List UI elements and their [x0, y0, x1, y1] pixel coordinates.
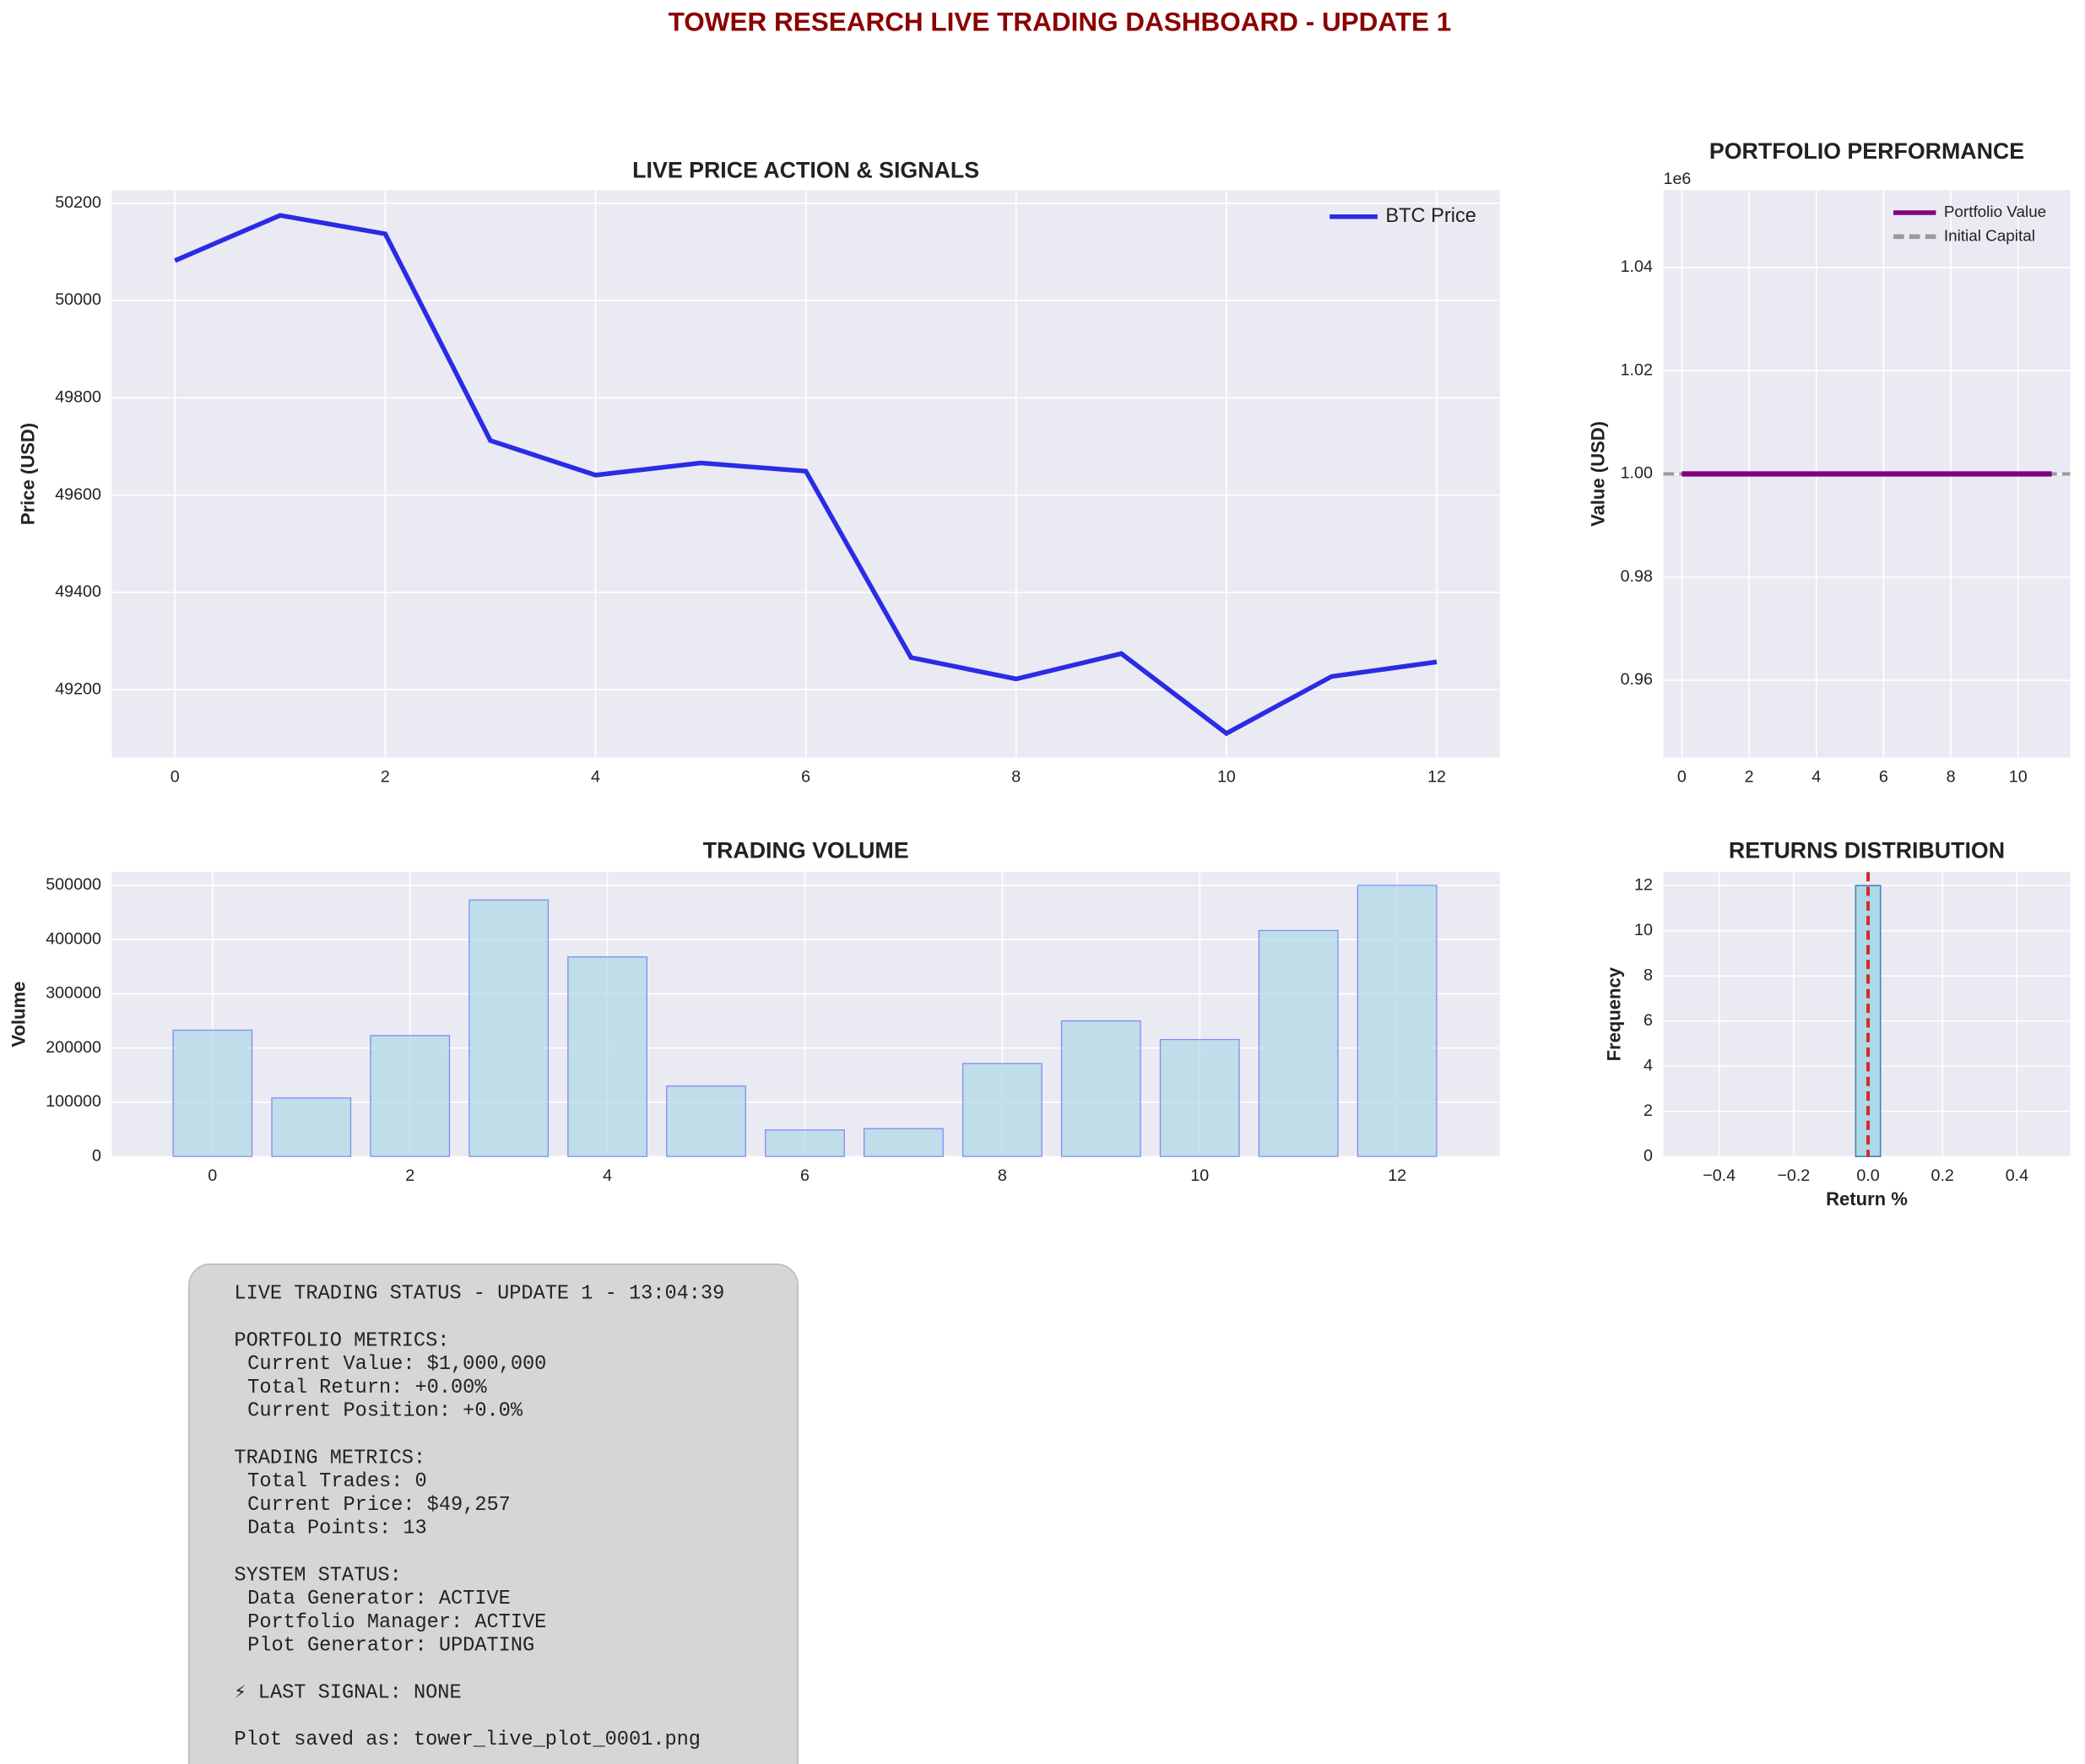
y-tick-label: 200000 [46, 1038, 101, 1057]
x-tick-label: 0.2 [1931, 1166, 1954, 1185]
status-line: Total Trades: 0 [247, 1470, 427, 1493]
x-tick-label: 8 [998, 1166, 1007, 1185]
x-tick-label: 10 [2009, 768, 2028, 787]
x-tick-label: 2 [381, 768, 390, 787]
status-line: Plot Generator: UPDATING [247, 1635, 534, 1658]
x-tick-label: 4 [1812, 768, 1821, 787]
chart-title: RETURNS DISTRIBUTION [1729, 838, 2005, 863]
x-tick-label: 6 [1879, 768, 1888, 787]
x-tick-label: 0 [208, 1166, 217, 1185]
x-tick-label: 8 [1947, 768, 1956, 787]
status-line: Data Generator: ACTIVE [247, 1588, 511, 1610]
x-tick-label: 12 [1388, 1166, 1406, 1185]
volume-bar [1357, 885, 1438, 1157]
status-line: Portfolio Manager: ACTIVE [247, 1611, 546, 1634]
y-tick-label: 49800 [55, 387, 101, 406]
y-axis-label: Value (USD) [1588, 421, 1609, 527]
y-tick-label: 10 [1634, 921, 1653, 939]
status-line: Current Position: +0.0% [247, 1400, 523, 1423]
y-tick-label: 1.04 [1621, 257, 1653, 276]
y-tick-label: 500000 [46, 875, 101, 894]
y-tick-label: 0 [92, 1146, 101, 1165]
y-tick-label: 0 [1644, 1146, 1653, 1165]
x-tick-label: 0 [1677, 768, 1687, 787]
y-tick-label: 1.02 [1621, 360, 1653, 379]
legend-label: BTC Price [1385, 205, 1476, 227]
status-line: ⚡ LAST SIGNAL: NONE [234, 1681, 461, 1704]
legend-label: Portfolio Value [1944, 203, 2046, 221]
chart-title: PORTFOLIO PERFORMANCE [1709, 138, 2024, 164]
volume-bar [961, 1063, 1042, 1157]
y-tick-label: 0.96 [1621, 670, 1653, 689]
y-tick-label: 4 [1644, 1056, 1653, 1074]
status-line: TRADING METRICS: [234, 1447, 425, 1469]
y-tick-label: 400000 [46, 929, 101, 948]
y-tick-label: 49600 [55, 485, 101, 504]
status-line: Total Return: +0.00% [247, 1377, 487, 1399]
x-tick-label: −0.2 [1777, 1166, 1810, 1185]
x-tick-label: 0.0 [1856, 1166, 1879, 1185]
x-axis-label: Return % [1826, 1188, 1908, 1209]
x-tick-label: 2 [1745, 768, 1754, 787]
x-tick-label: 6 [800, 1166, 810, 1185]
y-tick-label: 300000 [46, 984, 101, 1003]
y-tick-label: 1.00 [1621, 464, 1653, 483]
y-tick-label: 12 [1634, 875, 1653, 894]
volume-bar [765, 1129, 845, 1157]
status-line: Current Value: $1,000,000 [247, 1353, 546, 1376]
x-tick-label: 10 [1190, 1166, 1209, 1185]
x-tick-label: −0.4 [1703, 1166, 1736, 1185]
status-line: Current Price: $49,257 [247, 1494, 511, 1517]
volume-bar [468, 899, 550, 1157]
volume-bar [666, 1085, 746, 1157]
status-line: Data Points: 13 [247, 1518, 427, 1540]
x-tick-label: 0.4 [2006, 1166, 2028, 1185]
volume-bar [172, 1029, 253, 1157]
volume-bar [271, 1097, 352, 1157]
y-tick-label: 50000 [55, 290, 101, 309]
y-tick-label: 50200 [55, 193, 101, 212]
chart-title: LIVE PRICE ACTION & SIGNALS [632, 157, 979, 182]
status-line: Plot saved as: tower_live_plot_0001.png [234, 1729, 701, 1751]
x-tick-label: 0 [171, 768, 180, 787]
x-tick-label: 12 [1427, 768, 1446, 787]
x-tick-label: 4 [603, 1166, 612, 1185]
y-tick-label: 49200 [55, 679, 101, 698]
volume-bar [1060, 1020, 1141, 1157]
status-line: LIVE TRADING STATUS - UPDATE 1 - 13:04:3… [234, 1283, 724, 1306]
volume-bar [370, 1035, 451, 1157]
x-tick-label: 4 [591, 768, 600, 787]
volume-bar [1159, 1038, 1240, 1157]
x-tick-label: 10 [1217, 768, 1236, 787]
y-tick-label: 6 [1644, 1011, 1653, 1030]
volume-bar [1258, 929, 1339, 1157]
y-tick-label: 8 [1644, 966, 1653, 984]
y-axis-label: Price (USD) [18, 423, 39, 525]
y-axis-label: Frequency [1604, 966, 1625, 1061]
y-tick-label: 0.98 [1621, 567, 1653, 586]
legend-label: Initial Capital [1944, 227, 2035, 245]
x-tick-label: 2 [405, 1166, 414, 1185]
status-panel [188, 1263, 799, 1764]
volume-bar [864, 1128, 944, 1157]
dashboard-title: TOWER RESEARCH LIVE TRADING DASHBOARD - … [669, 7, 1452, 37]
volume-bar [567, 956, 647, 1157]
x-tick-label: 6 [801, 768, 810, 787]
x-tick-label: 8 [1011, 768, 1021, 787]
status-line: PORTFOLIO METRICS: [234, 1329, 449, 1352]
y-tick-label: 2 [1644, 1101, 1653, 1120]
status-line: SYSTEM STATUS: [234, 1564, 401, 1587]
y-tick-label: 49400 [55, 582, 101, 601]
price-line [174, 213, 1438, 737]
y-offset-label: 1e6 [1664, 170, 1692, 188]
y-tick-label: 100000 [46, 1092, 101, 1111]
chart-title: TRADING VOLUME [703, 838, 909, 863]
y-axis-label: Volume [8, 982, 30, 1047]
